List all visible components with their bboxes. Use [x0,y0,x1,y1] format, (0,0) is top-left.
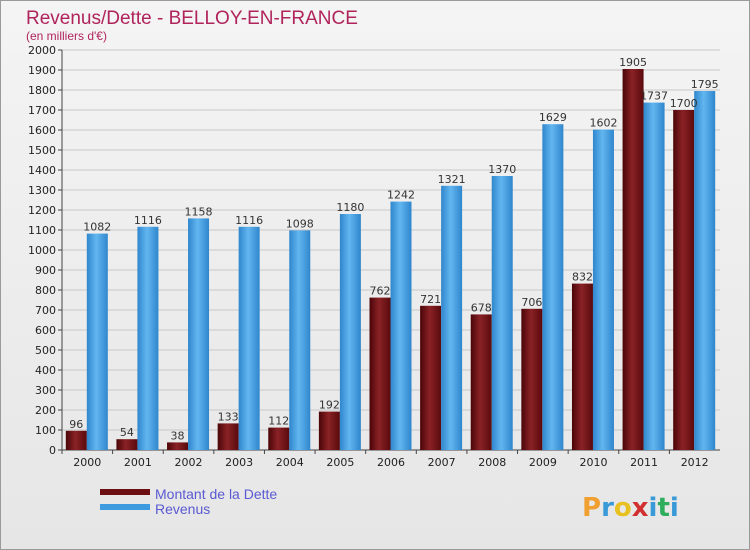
data-label: 678 [471,301,492,314]
bar-dette [116,439,138,450]
data-label: 1737 [640,90,668,103]
y-tick-label: 1400 [28,164,56,177]
x-tick-label: 2005 [326,456,354,469]
y-tick-label: 1600 [28,124,56,137]
bar-revenus [643,102,665,450]
bar-dette [268,427,290,450]
y-tick-label: 700 [35,304,56,317]
data-label: 706 [521,296,542,309]
y-tick-label: 600 [35,324,56,337]
y-tick-label: 200 [35,404,56,417]
data-label: 1180 [336,201,364,214]
bars [65,69,716,451]
y-tick-label: 1000 [28,244,56,257]
bar-dette [65,430,87,450]
data-label: 1116 [134,214,162,227]
data-label: 112 [268,415,289,428]
data-label: 1700 [670,97,698,110]
data-label: 762 [370,285,391,298]
bar-dette [521,308,543,450]
data-label: 1098 [286,217,314,230]
legend-label-dette: Montant de la Dette [155,486,277,502]
data-label: 1242 [387,189,415,202]
x-tick-label: 2010 [579,456,607,469]
bar-dette [420,305,442,450]
legend-swatch-revenus [100,504,150,510]
legend-label-revenus: Revenus [155,501,210,517]
y-tick-label: 1900 [28,64,56,77]
bar-revenus [542,124,564,450]
data-label: 192 [319,399,340,412]
y-tick-label: 1100 [28,224,56,237]
data-label: 54 [120,426,134,439]
x-tick-label: 2009 [529,456,557,469]
data-label: 1082 [83,221,111,234]
x-tick-label: 2002 [175,456,203,469]
bar-revenus [339,214,361,450]
axes: 0 100 200 300 400 500 600 700 800 900 1000 1100 1200… [28,44,720,469]
x-tick-label: 2011 [630,456,658,469]
data-label: 1370 [488,163,516,176]
data-label: 96 [69,418,83,431]
x-tick-label: 2000 [73,456,101,469]
bar-revenus [390,201,412,450]
y-tick-label: 900 [35,264,56,277]
bar-revenus [137,226,159,450]
bar-dette [318,411,340,450]
y-tick-label: 1200 [28,204,56,217]
data-labels: 96 1082 54 1116 38 1158 133 1116 112 1098 192 1180 7… [69,56,718,442]
chart-title: Revenus/Dette - BELLOY-EN-FRANCE [26,8,358,29]
data-label: 1795 [691,78,719,91]
bar-revenus [188,218,210,450]
x-tick-label: 2008 [478,456,506,469]
data-label: 1321 [438,173,466,186]
bar-revenus [289,230,311,450]
bar-dette [673,110,695,450]
legend-swatch-dette [100,489,150,495]
data-label: 1116 [235,214,263,227]
legend: Montant de la Dette Revenus [100,486,277,517]
data-label: 38 [171,429,185,442]
data-label: 721 [420,293,441,306]
bar-dette [369,297,391,450]
x-tick-label: 2012 [681,456,709,469]
data-label: 1602 [589,117,617,130]
bar-dette [217,423,239,450]
bar-revenus [491,176,513,450]
svg-text:Proxiti: Proxiti [582,493,679,523]
bar-revenus [441,185,463,451]
y-tick-label: 0 [49,444,56,457]
y-tick-label: 1800 [28,84,56,97]
y-tick-label: 400 [35,364,56,377]
y-tick-label: 800 [35,284,56,297]
y-tick-label: 1500 [28,144,56,157]
x-tick-label: 2006 [377,456,405,469]
y-tick-label: 1300 [28,184,56,197]
data-label: 1158 [185,205,213,218]
bar-revenus [592,129,614,450]
data-label: 832 [572,271,593,284]
x-tick-label: 2004 [276,456,304,469]
y-tick-label: 500 [35,344,56,357]
x-tick-label: 2003 [225,456,253,469]
bar-revenus [86,233,108,450]
y-tick-label: 2000 [28,44,56,57]
bar-dette [571,283,593,450]
bar-revenus [694,91,716,450]
x-tick-label: 2007 [428,456,456,469]
y-tick-label: 300 [35,384,56,397]
chart-subtitle: (en milliers d'€) [26,29,107,43]
bar-dette [622,69,644,450]
data-label: 1629 [539,111,567,124]
proxiti-logo: Proxiti [582,493,679,523]
bar-revenus [238,226,260,450]
bar-dette [167,442,189,450]
bar-dette [470,314,492,450]
y-tick-label: 100 [35,424,56,437]
y-tick-label: 1700 [28,104,56,117]
data-label: 133 [218,410,239,423]
x-tick-label: 2001 [124,456,152,469]
data-label: 1905 [619,56,647,69]
